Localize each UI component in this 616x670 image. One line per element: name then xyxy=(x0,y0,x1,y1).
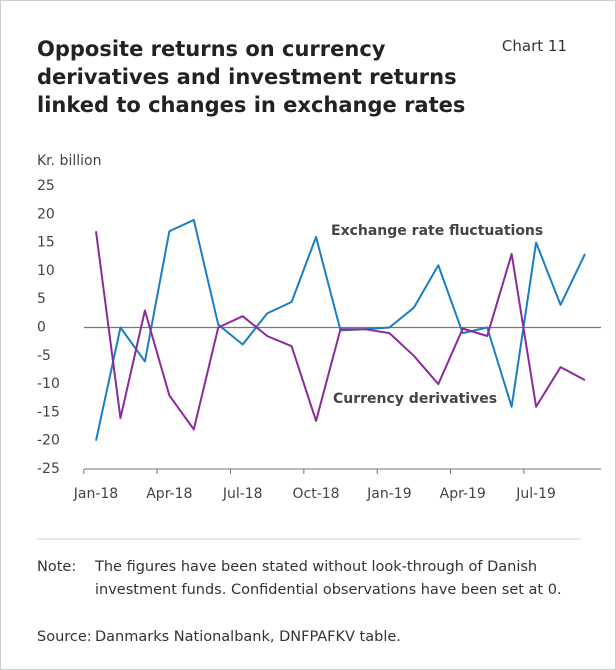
x-tick-label: Jul-18 xyxy=(222,486,263,502)
x-tick-label: Jul-19 xyxy=(515,486,556,502)
y-tick-label: 5 xyxy=(37,291,46,307)
y-tick-label: -10 xyxy=(37,376,60,392)
y-tick-label: 15 xyxy=(37,235,55,251)
x-tick-label: Apr-18 xyxy=(146,486,192,502)
chart-number: Chart 11 xyxy=(501,37,567,55)
series-label: Currency derivatives xyxy=(333,391,497,407)
x-tick-label: Jan-19 xyxy=(366,486,411,502)
source-text: Danmarks Nationalbank, DNFPAFKV table. xyxy=(95,629,401,645)
y-tick-label: 25 xyxy=(37,178,55,194)
note: Note: The figures have been stated witho… xyxy=(37,556,585,602)
x-tick-label: Jan-18 xyxy=(73,486,118,502)
y-tick-label: -25 xyxy=(37,461,60,477)
y-axis-label: Kr. billion xyxy=(37,153,101,169)
x-tick-label: Oct-18 xyxy=(293,486,340,502)
source-label: Source: xyxy=(37,629,92,645)
source: Source: Danmarks Nationalbank, DNFPAFKV … xyxy=(37,626,585,649)
y-tick-label: -5 xyxy=(37,348,51,364)
x-tick-label: Apr-19 xyxy=(440,486,486,502)
y-tick-label: 0 xyxy=(37,320,46,336)
note-text: The figures have been stated without loo… xyxy=(95,559,562,598)
note-label: Note: xyxy=(37,559,77,575)
series-label: Exchange rate fluctuations xyxy=(331,223,543,239)
chart-title: Opposite returns on currency derivatives… xyxy=(37,37,466,117)
y-tick-label: -20 xyxy=(37,433,60,449)
y-tick-label: -15 xyxy=(37,404,60,420)
y-tick-label: 20 xyxy=(37,206,55,222)
y-tick-label: 10 xyxy=(37,263,55,279)
series-line xyxy=(95,231,586,431)
